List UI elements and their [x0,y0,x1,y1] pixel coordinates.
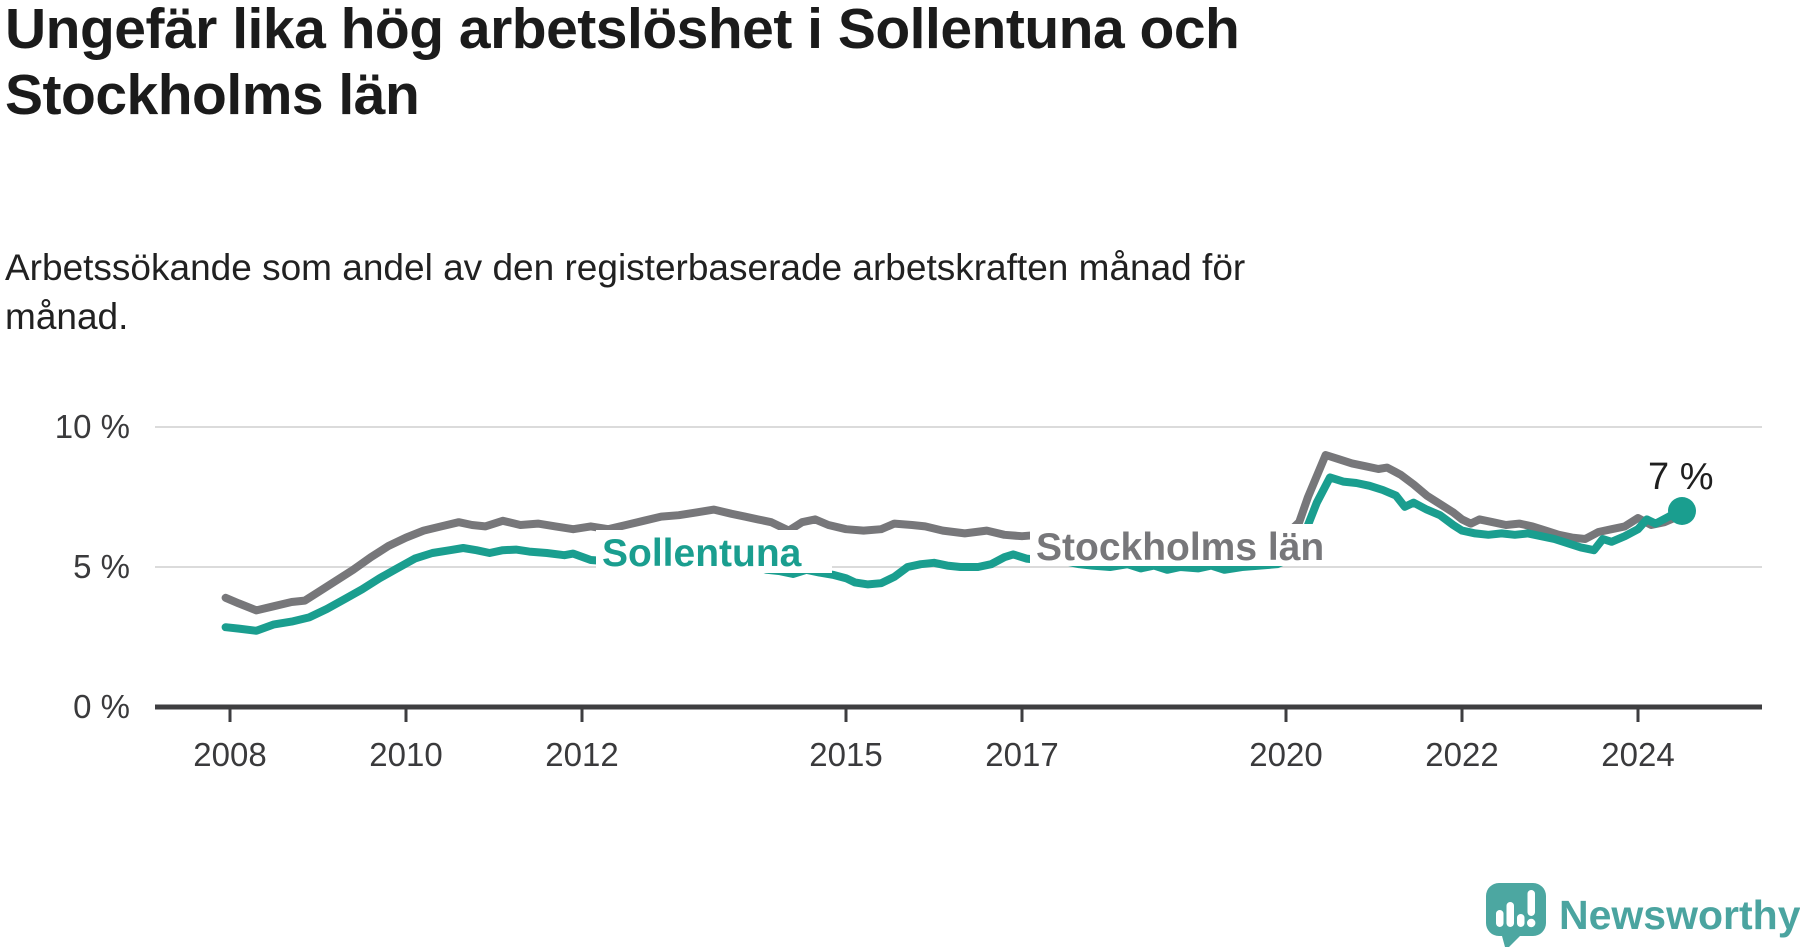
series-label-box-stockholms-l-n [1030,524,1362,566]
x-tick-label-2020: 2020 [1249,736,1322,773]
y-tick-label-5: 5 % [73,548,130,585]
x-tick-label-2012: 2012 [545,736,618,773]
newsworthy-logo-icon [1486,883,1546,948]
page-title: Ungefär lika hög arbetslöshet i Sollentu… [5,0,1240,128]
newsworthy-logo[interactable]: Newsworthy [1486,883,1800,948]
page-title-line2: Stockholms län [5,63,420,127]
newsworthy-brand-name: Newsworthy [1559,891,1800,938]
x-tick-label-2017: 2017 [985,736,1058,773]
series-label-stockholms-l-n: Stockholms län [1036,526,1324,569]
series-label-sollentuna: Sollentuna [602,532,802,575]
series-label-box-sollentuna [596,530,832,573]
latest-value-label: 7 % [1648,456,1713,498]
x-tick-label-2010: 2010 [369,736,442,773]
series-line-sollentuna [221,473,1686,635]
page-title-line1: Ungefär lika hög arbetslöshet i Sollentu… [5,0,1240,61]
y-tick-label-0: 0 % [73,688,130,725]
x-tick-label-2008: 2008 [193,736,266,773]
x-tick-label-2024: 2024 [1601,736,1674,773]
latest-value-dot [1668,497,1696,525]
x-tick-label-2022: 2022 [1425,736,1498,773]
chart-subtitle-line1: Arbetssökande som andel av den registerb… [5,247,1246,288]
chart-subtitle-line2: månad. [5,296,129,337]
chart-subtitle: Arbetssökande som andel av den registerb… [5,243,1245,341]
series-line-stockholms-l-n [221,451,1682,615]
x-tick-label-2015: 2015 [809,736,882,773]
y-tick-label-10: 10 % [55,408,130,445]
